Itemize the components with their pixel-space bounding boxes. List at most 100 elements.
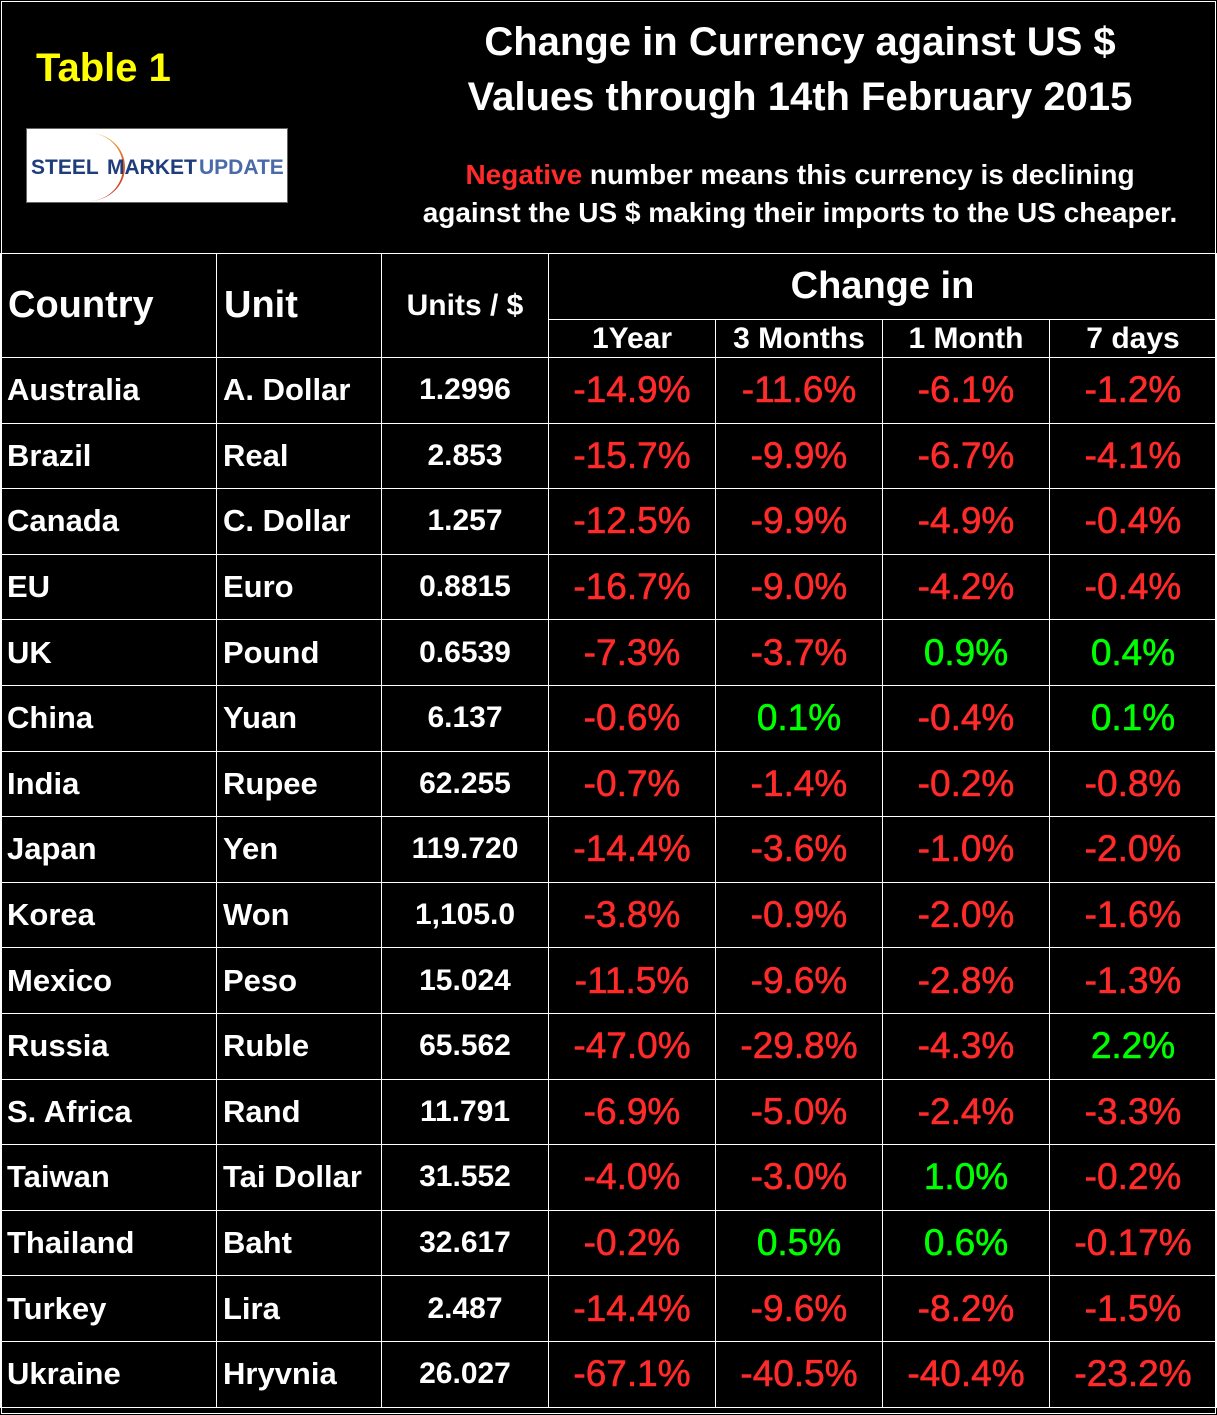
change-cell: -1.2% (1049, 357, 1217, 424)
unit-cell: Yen (216, 816, 382, 883)
country-cell: S. Africa (0, 1078, 217, 1146)
change-cell: -2.0% (882, 881, 1050, 949)
change-cell: -9.9% (715, 488, 883, 555)
country-cell: Turkey (0, 1275, 217, 1342)
units-per-dollar-cell: 11.791 (381, 1078, 549, 1146)
header-period: 1 Month (882, 319, 1050, 358)
change-cell: 0.4% (1049, 619, 1217, 686)
change-cell: -11.6% (715, 357, 883, 424)
header-period: 3 Months (715, 319, 883, 358)
units-per-dollar-cell: 1,105.0 (381, 881, 549, 949)
svg-text:MARKET: MARKET (107, 156, 197, 179)
units-per-dollar-cell: 32.617 (381, 1209, 549, 1277)
change-cell: -7.3% (548, 619, 716, 686)
country-cell: EU (0, 553, 217, 621)
table-row: Brazil Real 2.853 -15.7% -9.9% -6.7% -4.1% (0, 422, 1217, 490)
change-cell: -4.0% (548, 1144, 716, 1211)
change-cell: -0.4% (1049, 488, 1217, 555)
header-period: 7 days (1049, 319, 1217, 358)
change-cell: -1.3% (1049, 947, 1217, 1014)
logo-swoosh-icon: STEEL MARKET UPDATE (31, 133, 284, 201)
change-cell: -6.7% (882, 422, 1050, 490)
country-cell: Brazil (0, 422, 217, 490)
table-row: Japan Yen 119.720 -14.4% -3.6% -1.0% -2.0% (0, 816, 1217, 883)
change-cell: -3.8% (548, 881, 716, 949)
change-cell: -12.5% (548, 488, 716, 555)
unit-cell: Ruble (216, 1012, 382, 1080)
table-row: Ukraine Hryvnia 26.027 -67.1% -40.5% -40.4% -2… (0, 1340, 1217, 1408)
country-cell: Taiwan (0, 1144, 217, 1211)
country-cell: Thailand (0, 1209, 217, 1277)
table-row: Russia Ruble 65.562 -47.0% -29.8% -4.3% 2.2% (0, 1012, 1217, 1080)
table-row: Turkey Lira 2.487 -14.4% -9.6% -8.2% -1.5% (0, 1275, 1217, 1342)
change-cell: -3.7% (715, 619, 883, 686)
table-label: Table 1 (36, 46, 171, 90)
units-per-dollar-cell: 6.137 (381, 684, 549, 752)
change-cell: -2.0% (1049, 816, 1217, 883)
change-cell: -8.2% (882, 1275, 1050, 1342)
change-cell: -5.0% (715, 1078, 883, 1146)
change-cell: 2.2% (1049, 1012, 1217, 1080)
change-cell: -0.4% (1049, 553, 1217, 621)
unit-cell: Hryvnia (216, 1340, 382, 1408)
change-cell: -29.8% (715, 1012, 883, 1080)
change-cell: -40.4% (882, 1340, 1050, 1408)
table-row: India Rupee 62.255 -0.7% -1.4% -0.2% -0.8% (0, 750, 1217, 818)
units-per-dollar-cell: 62.255 (381, 750, 549, 818)
svg-text:UPDATE: UPDATE (199, 156, 284, 179)
change-cell: 0.1% (1049, 684, 1217, 752)
change-cell: -1.4% (715, 750, 883, 818)
unit-cell: Pound (216, 619, 382, 686)
change-cell: -1.5% (1049, 1275, 1217, 1342)
unit-cell: Euro (216, 553, 382, 621)
header-units-per-dollar: Units / $ (381, 253, 549, 358)
units-per-dollar-cell: 119.720 (381, 816, 549, 883)
change-cell: -40.5% (715, 1340, 883, 1408)
change-cell: -23.2% (1049, 1340, 1217, 1408)
unit-cell: Rupee (216, 750, 382, 818)
change-cell: -9.6% (715, 947, 883, 1014)
unit-cell: A. Dollar (216, 357, 382, 424)
title-line-1: Change in Currency against US $ (484, 20, 1116, 64)
header-unit: Unit (216, 253, 382, 358)
change-cell: -4.2% (882, 553, 1050, 621)
country-cell: Canada (0, 488, 217, 555)
header-country: Country (0, 253, 217, 358)
title-line-2: Values through 14th February 2015 (467, 75, 1133, 119)
change-cell: -2.8% (882, 947, 1050, 1014)
note-line-1: number means this currency is declining (582, 159, 1135, 190)
currency-table: Country Unit Units / $ Change in 1Year 3… (0, 253, 1217, 1408)
change-cell: -9.9% (715, 422, 883, 490)
change-cell: -9.6% (715, 1275, 883, 1342)
country-cell: Mexico (0, 947, 217, 1014)
units-per-dollar-cell: 2.487 (381, 1275, 549, 1342)
country-cell: Russia (0, 1012, 217, 1080)
steel-market-update-logo: STEEL MARKET UPDATE (26, 128, 288, 203)
table-row: China Yuan 6.137 -0.6% 0.1% -0.4% 0.1% (0, 684, 1217, 752)
note: Negative number means this currency is d… (380, 156, 1217, 232)
units-per-dollar-cell: 0.8815 (381, 553, 549, 621)
change-cell: -6.9% (548, 1078, 716, 1146)
change-cell: -3.3% (1049, 1078, 1217, 1146)
unit-cell: Peso (216, 947, 382, 1014)
change-cell: -2.4% (882, 1078, 1050, 1146)
change-cell: -0.2% (882, 750, 1050, 818)
change-cell: 0.6% (882, 1209, 1050, 1277)
country-cell: UK (0, 619, 217, 686)
change-cell: -0.8% (1049, 750, 1217, 818)
change-cell: -0.6% (548, 684, 716, 752)
table-row: Mexico Peso 15.024 -11.5% -9.6% -2.8% -1.3% (0, 947, 1217, 1014)
units-per-dollar-cell: 2.853 (381, 422, 549, 490)
table-row: Korea Won 1,105.0 -3.8% -0.9% -2.0% -1.6% (0, 881, 1217, 949)
unit-cell: Tai Dollar (216, 1144, 382, 1211)
change-cell: -0.2% (1049, 1144, 1217, 1211)
note-negative-word: Negative (465, 159, 583, 190)
change-cell: -4.9% (882, 488, 1050, 555)
country-cell: Ukraine (0, 1340, 217, 1408)
svg-text:STEEL: STEEL (31, 156, 99, 179)
change-cell: -14.9% (548, 357, 716, 424)
change-cell: 0.1% (715, 684, 883, 752)
unit-cell: Lira (216, 1275, 382, 1342)
change-cell: -67.1% (548, 1340, 716, 1408)
table-row: Thailand Baht 32.617 -0.2% 0.5% 0.6% -0.17% (0, 1209, 1217, 1277)
